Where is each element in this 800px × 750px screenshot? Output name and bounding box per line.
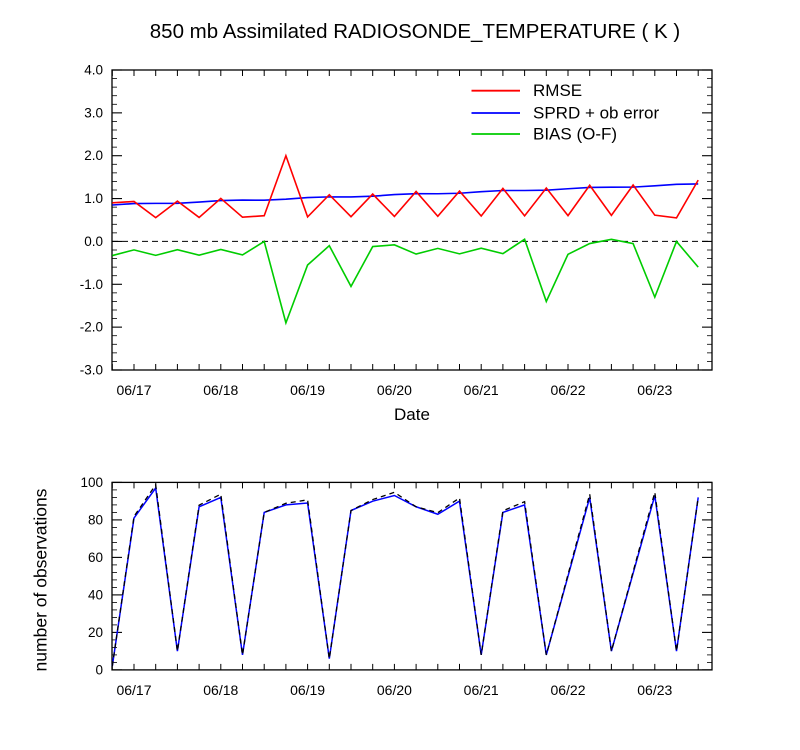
svg-text:-2.0: -2.0 [80,320,103,335]
svg-text:RMSE: RMSE [533,81,582,100]
svg-text:06/22: 06/22 [550,382,585,398]
svg-text:-3.0: -3.0 [80,363,103,378]
svg-text:0: 0 [95,662,103,677]
svg-text:06/19: 06/19 [290,682,325,698]
svg-text:06/21: 06/21 [464,382,499,398]
svg-text:-1.0: -1.0 [80,277,103,292]
svg-text:06/17: 06/17 [116,682,151,698]
svg-text:06/20: 06/20 [377,682,412,698]
svg-text:06/21: 06/21 [464,682,499,698]
svg-text:06/17: 06/17 [116,382,151,398]
svg-text:2.0: 2.0 [84,148,103,163]
svg-text:Date: Date [394,405,430,424]
svg-text:1.0: 1.0 [84,191,103,206]
svg-text:80: 80 [88,512,103,527]
svg-text:SPRD + ob error: SPRD + ob error [533,103,659,122]
svg-text:06/18: 06/18 [203,382,238,398]
svg-text:3.0: 3.0 [84,105,103,120]
svg-text:20: 20 [88,625,103,640]
svg-text:06/23: 06/23 [637,682,672,698]
svg-text:06/23: 06/23 [637,382,672,398]
svg-text:850 mb Assimilated RADIOSONDE_: 850 mb Assimilated RADIOSONDE_TEMPERATUR… [150,20,680,43]
svg-text:06/19: 06/19 [290,382,325,398]
svg-text:4.0: 4.0 [84,63,103,78]
svg-text:06/18: 06/18 [203,682,238,698]
svg-text:06/20: 06/20 [377,382,412,398]
svg-text:BIAS (O-F): BIAS (O-F) [533,124,617,143]
svg-text:100: 100 [80,475,103,490]
svg-text:40: 40 [88,587,103,602]
svg-text:06/22: 06/22 [550,682,585,698]
svg-text:number of observations: number of observations [31,488,51,671]
svg-text:60: 60 [88,550,103,565]
svg-text:0.0: 0.0 [84,234,103,249]
